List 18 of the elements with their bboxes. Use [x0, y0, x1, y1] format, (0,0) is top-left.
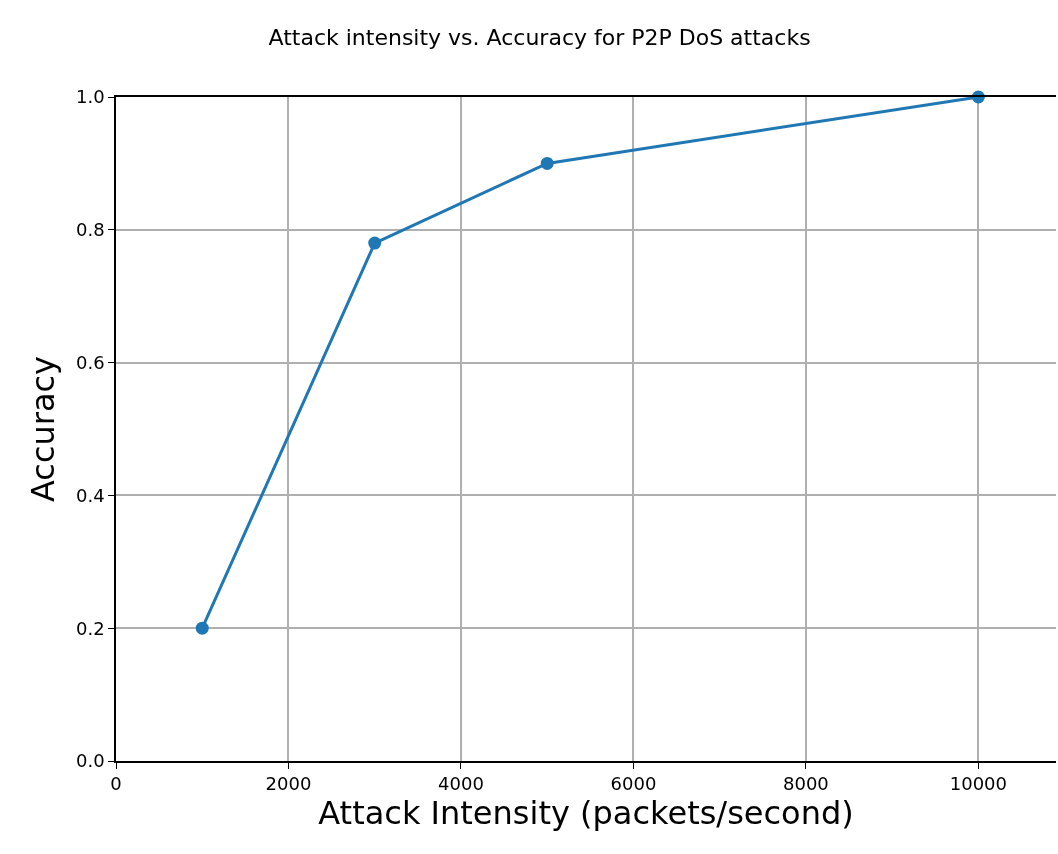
- point: [540, 156, 554, 170]
- x-tick-label: 8000: [783, 773, 829, 795]
- y-tick-label: 0.2: [76, 617, 105, 639]
- y-tick-label: 1.0: [76, 86, 105, 108]
- x-tick-label: 4000: [438, 773, 484, 795]
- x-axis-title: Attack Intensity (packets/second): [318, 794, 854, 833]
- y-tick-label: 0.4: [76, 484, 105, 506]
- y-tick-label: 0.8: [76, 219, 105, 241]
- point: [368, 236, 382, 250]
- point: [195, 621, 209, 635]
- y-tick-label: 0.6: [76, 351, 105, 373]
- x-tick-label: 10000: [949, 773, 1008, 795]
- x-tick-label: 0: [110, 773, 122, 795]
- chart-title: Attack intensity vs. Accuracy for P2P DoS attacks: [268, 25, 811, 51]
- y-tick-label: 0.0: [76, 750, 105, 772]
- x-tick-label: 2000: [265, 773, 312, 795]
- y-axis-title: Accuracy: [23, 355, 62, 503]
- x-tick-label: 6000: [610, 773, 657, 795]
